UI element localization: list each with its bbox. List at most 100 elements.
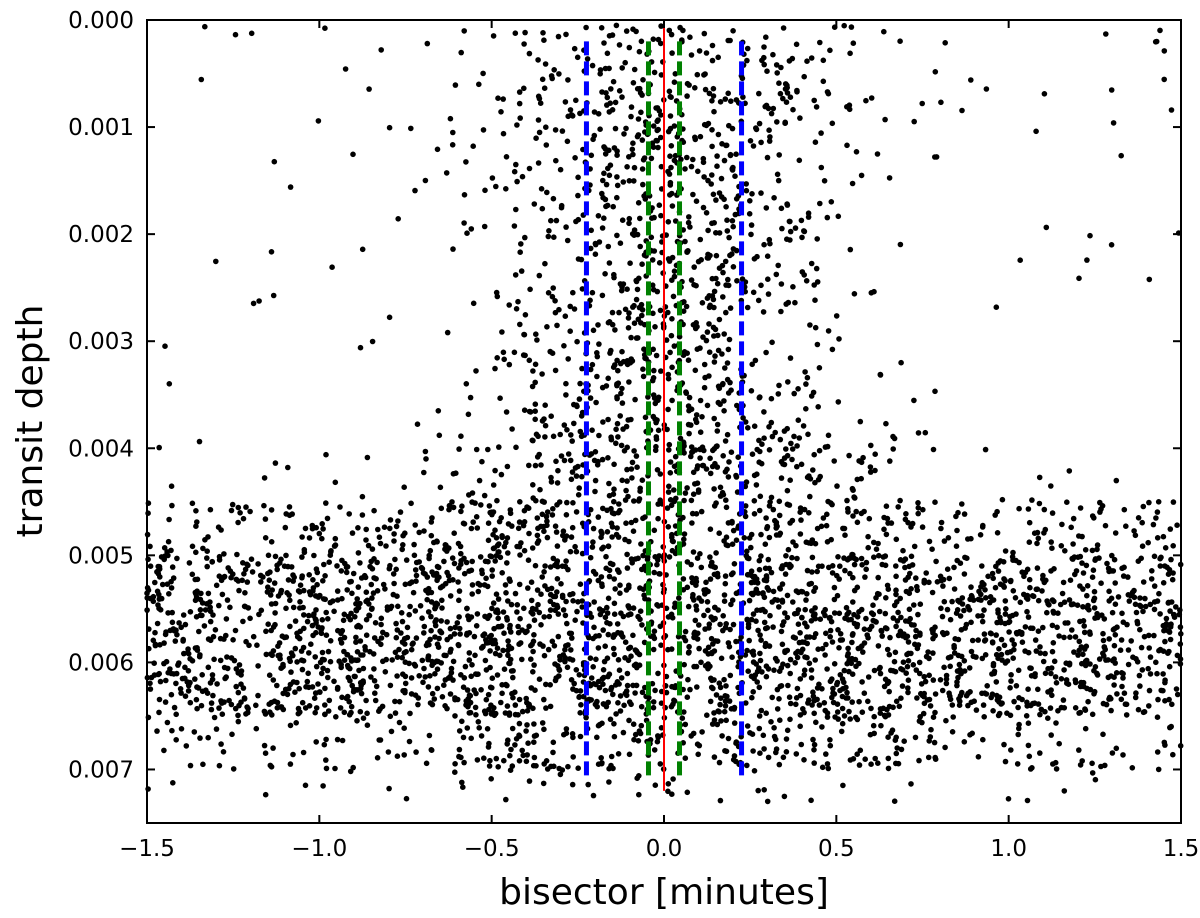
scatter-point [194,519,200,525]
scatter-point [560,528,567,534]
scatter-point [461,192,468,198]
scatter-point [861,690,868,696]
scatter-point [870,722,877,729]
scatter-point [1133,609,1140,616]
scatter-point [941,598,948,605]
scatter-point [1100,731,1106,738]
scatter-point [292,645,299,652]
scatter-point [324,667,331,674]
scatter-point [790,599,796,605]
scatter-point [965,536,971,542]
scatter-point [365,542,372,549]
scatter-point [665,781,672,787]
scatter-point [929,589,936,596]
scatter-point [868,95,875,101]
scatter-point [743,700,749,706]
scatter-point [695,751,701,758]
scatter-point [897,557,904,563]
scatter-point [412,567,419,573]
scatter-point [196,438,203,445]
scatter-point [473,623,480,629]
scatter-point [489,567,496,573]
scatter-point [1064,680,1070,686]
scatter-point [690,730,697,737]
scatter-point [803,406,809,412]
scatter-point [287,761,294,767]
scatter-point [801,506,808,513]
scatter-point [721,598,728,604]
scatter-point [1119,610,1125,617]
scatter-point [951,586,958,592]
scatter-point [1072,705,1079,711]
scatter-point [501,666,508,672]
scatter-point [448,646,454,653]
scatter-point [881,683,888,690]
scatter-point [431,659,438,666]
scatter-point [504,617,511,623]
scatter-point [560,607,567,613]
scatter-point [439,605,445,611]
scatter-point [402,641,408,647]
scatter-point [697,397,704,404]
scatter-point [784,487,791,494]
scatter-point [637,608,644,614]
scatter-point [993,632,999,638]
scatter-point [758,139,764,146]
scatter-point [867,464,874,470]
scatter-point [901,738,907,744]
x-tick-label: 0.5 [818,836,855,862]
scatter-point [577,110,583,117]
scatter-point [339,627,346,634]
scatter-point [491,705,497,711]
scatter-point [357,600,363,607]
scatter-point [777,586,783,592]
scatter-point [383,543,389,549]
scatter-points [144,22,1184,805]
scatter-point [698,508,705,515]
scatter-point [456,446,462,452]
scatter-point [796,639,803,646]
scatter-point [975,637,981,643]
scatter-point [760,732,767,739]
scatter-point [717,701,723,708]
scatter-point [535,525,541,532]
scatter-point [411,541,417,548]
scatter-point [355,584,362,590]
scatter-point [894,745,900,751]
scatter-point [505,550,511,556]
scatter-point [1061,667,1067,673]
scatter-point [746,637,752,644]
scatter-point [409,579,415,585]
scatter-point [680,308,687,315]
scatter-point [859,679,865,685]
scatter-point [695,487,702,493]
scatter-point [1112,530,1119,536]
scatter-point [1156,647,1162,654]
scatter-point [570,686,576,692]
scatter-point [485,446,491,453]
scatter-point [702,648,709,654]
scatter-point [611,498,617,505]
scatter-point [271,580,278,586]
scatter-point [507,767,514,773]
scatter-point [474,757,481,763]
scatter-point [608,762,614,769]
scatter-point [602,145,608,152]
scatter-point [727,672,734,679]
scatter-point [512,30,519,36]
scatter-point [609,321,616,328]
scatter-point [500,130,507,137]
scatter-point [692,85,698,91]
scatter-point [904,663,911,670]
scatter-point [709,650,715,657]
scatter-point [773,746,780,752]
scatter-point [576,693,583,700]
scatter-point [434,666,441,672]
scatter-point [623,125,629,132]
scatter-point [698,598,705,604]
scatter-point [945,655,952,661]
scatter-point [360,665,367,672]
scatter-point [882,116,888,123]
scatter-point [550,285,556,291]
scatter-point [1001,584,1007,590]
